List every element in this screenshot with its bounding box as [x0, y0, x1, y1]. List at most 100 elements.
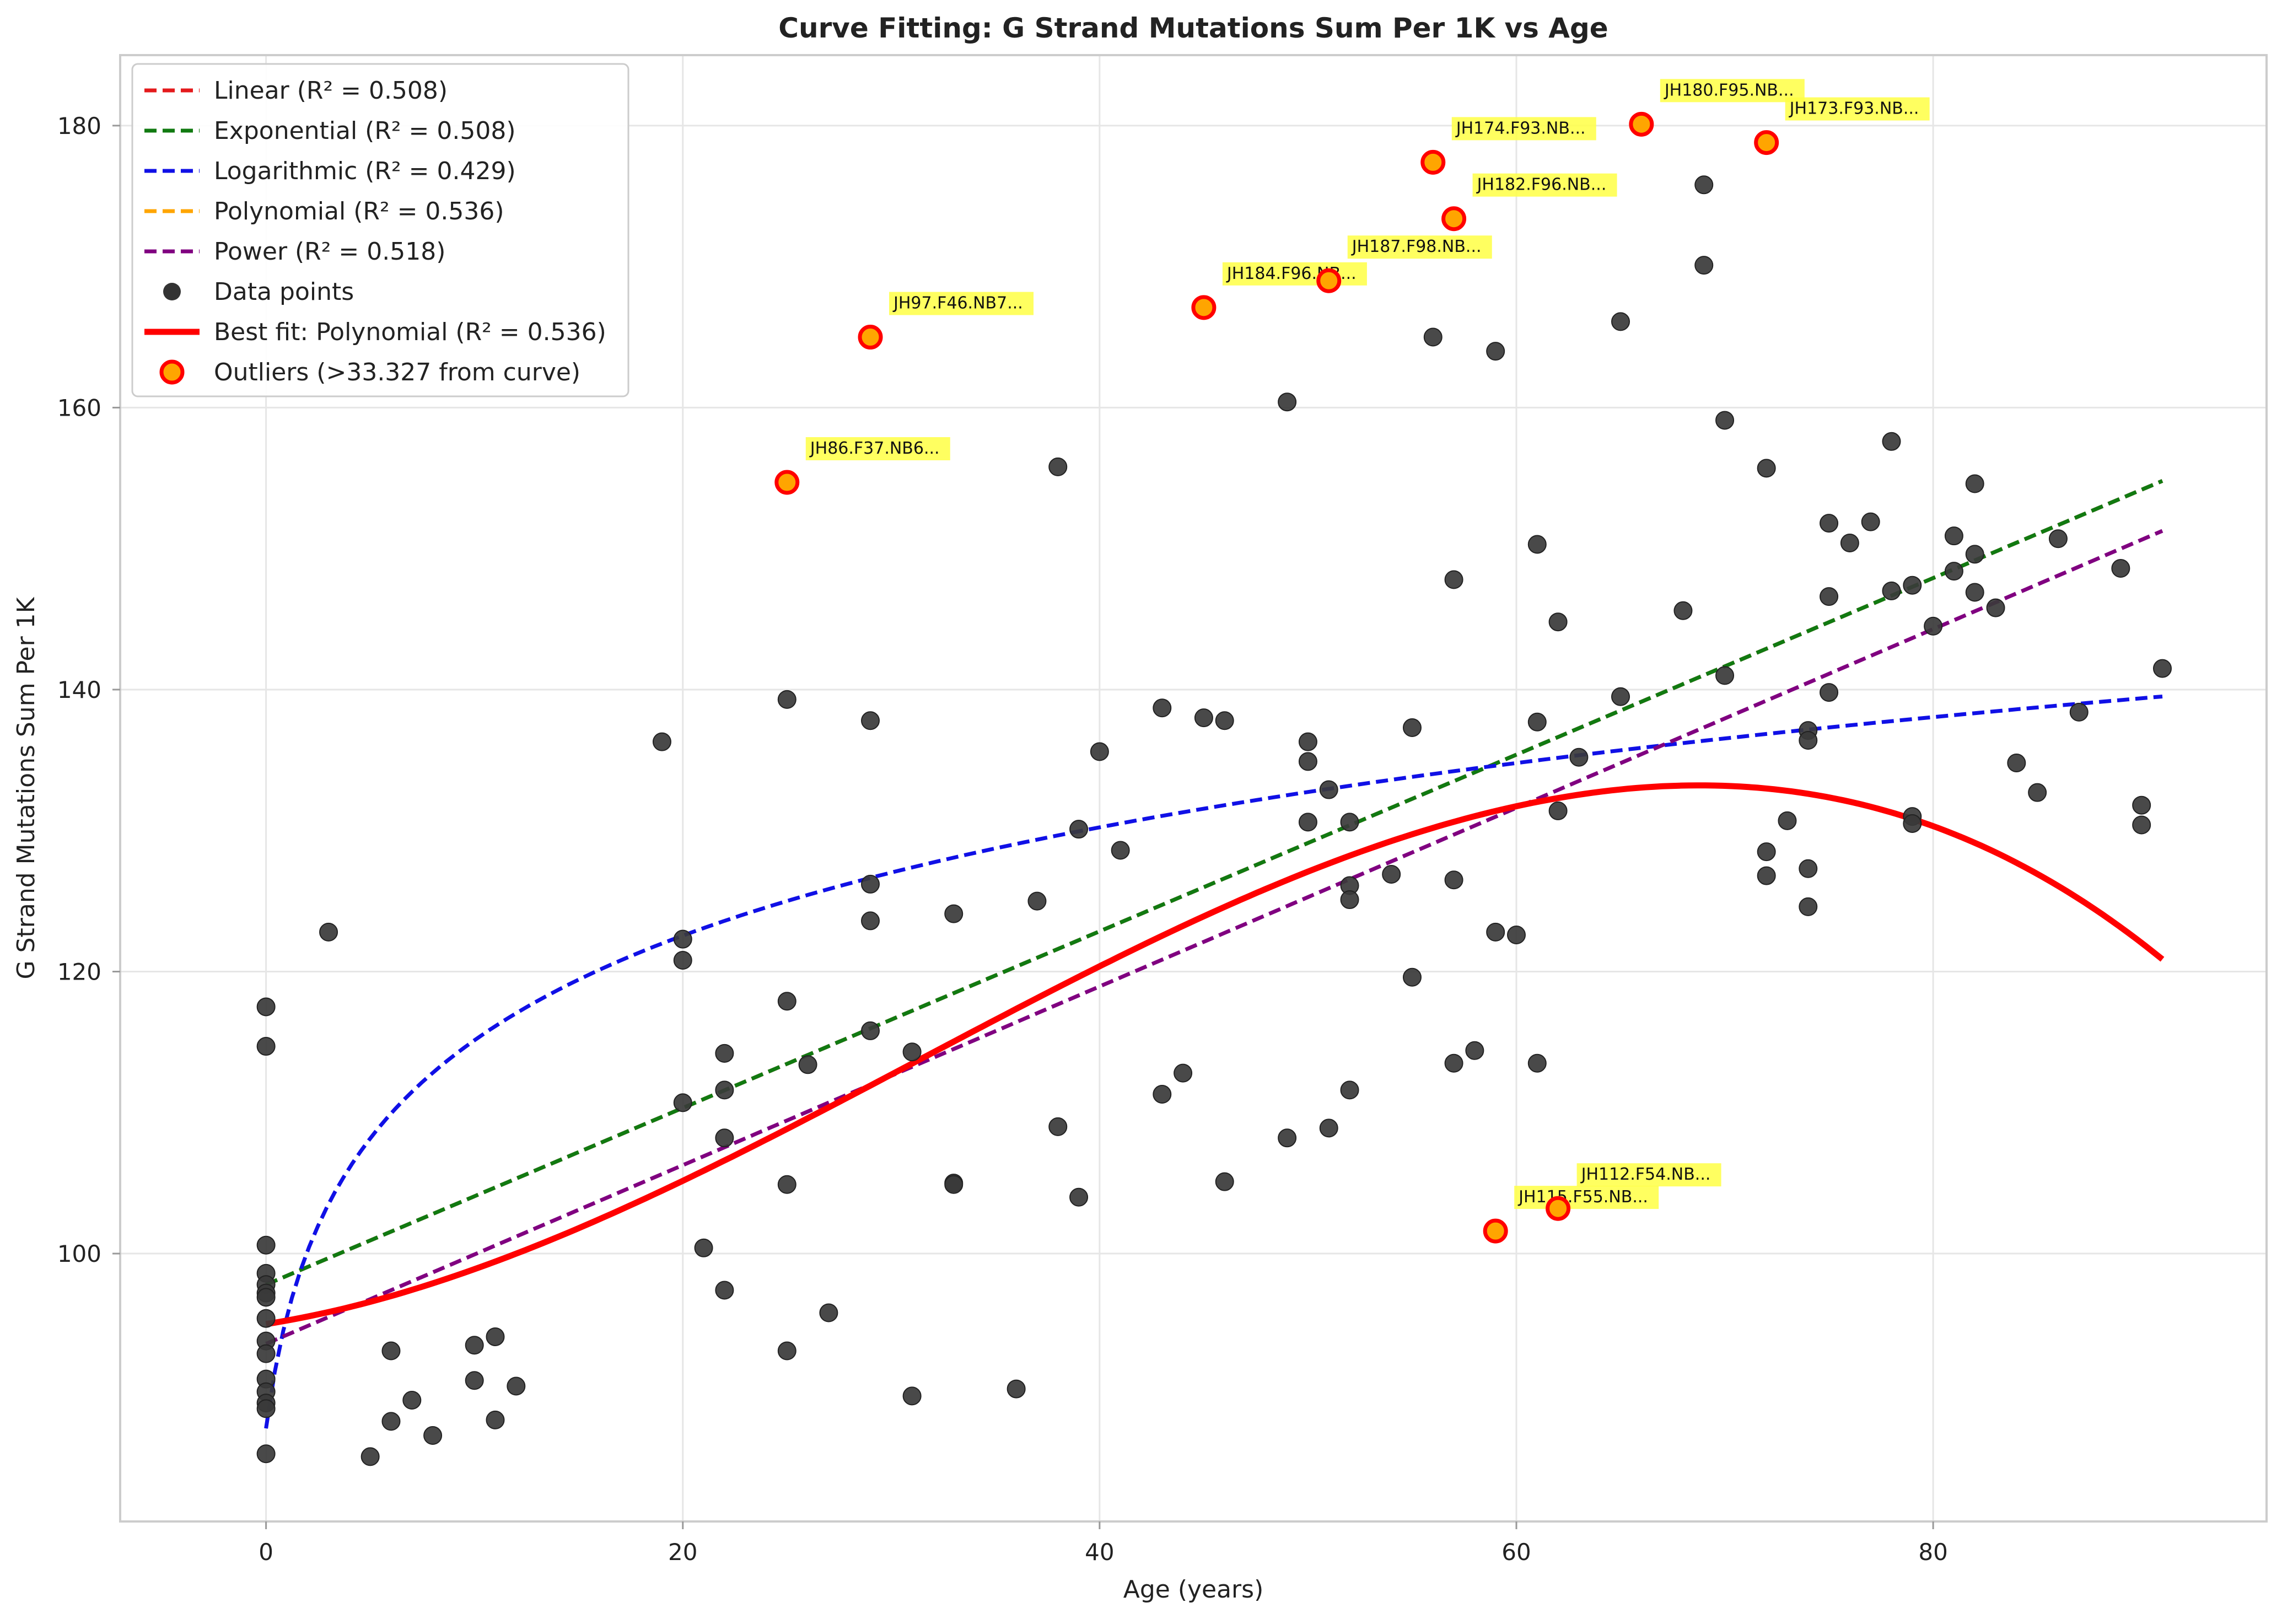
data-point	[777, 1341, 796, 1360]
data-point	[1486, 922, 1505, 942]
fit-curves-layer	[264, 479, 2165, 1429]
data-point	[256, 1309, 276, 1328]
data-point	[1840, 533, 1859, 552]
data-point	[1527, 535, 1547, 554]
ticks-layer: 0 20 40 60 80 100 120 140 160 180	[57, 112, 1948, 1566]
data-point	[2132, 795, 2151, 815]
legend-swatch	[163, 283, 181, 300]
data-point	[1423, 327, 1443, 347]
data-point	[1027, 891, 1047, 911]
data-point	[1611, 687, 1630, 706]
outlier-point	[1420, 149, 1446, 175]
data-point	[1319, 1118, 1338, 1138]
legend-entry-label: Exponential (R² = 0.508)	[214, 117, 516, 145]
data-point	[402, 1391, 422, 1410]
data-point	[798, 1055, 817, 1074]
data-point	[1174, 1063, 1193, 1083]
data-point	[1382, 865, 1401, 884]
data-point	[381, 1412, 401, 1431]
outlier-label: JH97.F46.NB7...	[892, 294, 1023, 313]
outlier-point	[1629, 111, 1654, 137]
y-tick-label: 100	[57, 1240, 101, 1267]
outlier-label: JH180.F95.NB...	[1664, 80, 1794, 100]
legend-box	[131, 63, 629, 397]
y-axis-label: G Strand Mutations Sum Per 1K	[12, 596, 40, 979]
data-point	[2152, 659, 2172, 678]
data-point	[256, 1344, 276, 1363]
data-point	[673, 951, 692, 970]
data-point	[1340, 1080, 1359, 1100]
outlier-label: JH115.F55.NB...	[1517, 1187, 1648, 1207]
data-point	[1340, 813, 1359, 832]
data-point	[256, 1037, 276, 1056]
data-point	[944, 1175, 964, 1194]
data-point	[1903, 814, 1922, 833]
data-point	[1319, 780, 1338, 799]
data-point	[777, 1175, 796, 1194]
legend-entry-label: Polynomial (R² = 0.536)	[214, 197, 504, 225]
data-point	[1611, 312, 1630, 331]
data-point	[1340, 890, 1359, 910]
data-point	[319, 922, 338, 942]
data-point	[1527, 1053, 1547, 1073]
outlier-label-box	[1222, 262, 1367, 286]
data-point	[486, 1410, 505, 1429]
data-point	[1090, 742, 1109, 761]
data-point	[2048, 529, 2068, 548]
outlier-label-box	[1347, 235, 1492, 259]
data-point	[902, 1042, 922, 1062]
data-points-layer	[256, 175, 2172, 1466]
data-point	[1757, 866, 1776, 885]
data-point	[1882, 432, 1901, 451]
data-point	[1715, 666, 1735, 685]
data-point	[507, 1376, 526, 1396]
data-point	[256, 1399, 276, 1418]
data-point	[652, 732, 671, 751]
data-point	[1820, 683, 1839, 702]
data-point	[1194, 708, 1213, 728]
data-point	[1861, 512, 1880, 531]
data-point	[465, 1371, 484, 1390]
data-point	[2007, 753, 2026, 772]
data-point	[2028, 783, 2047, 802]
data-point	[673, 929, 692, 949]
data-point	[902, 1386, 922, 1406]
data-point	[1944, 526, 1963, 546]
data-point	[1882, 581, 1901, 600]
data-point	[1965, 583, 1984, 602]
data-point	[1965, 474, 1984, 493]
plot-frame	[119, 54, 2268, 1523]
exponential-fit-curve	[265, 479, 2163, 1287]
outlier-point	[858, 325, 883, 350]
legend-entry-label: Best fit: Polynomial (R² = 0.536)	[214, 318, 606, 346]
legend-entry-label: Outliers (>33.327 from curve)	[214, 358, 580, 386]
data-point	[1444, 570, 1463, 589]
data-point	[2111, 559, 2130, 578]
data-point	[256, 997, 276, 1017]
data-point	[715, 1128, 734, 1148]
outlier-label: JH174.F93.NB...	[1455, 119, 1586, 138]
chart-title: Curve Fitting: G Strand Mutations Sum Pe…	[778, 12, 1608, 44]
data-point	[2132, 815, 2151, 835]
data-point	[1444, 1053, 1463, 1073]
data-point	[1215, 711, 1234, 730]
data-point	[944, 904, 964, 923]
data-point	[1778, 811, 1797, 830]
data-point	[1069, 1187, 1089, 1207]
data-point	[673, 1093, 692, 1112]
x-axis-label: Age (years)	[1123, 1575, 1264, 1604]
data-point	[465, 1336, 484, 1355]
data-point	[423, 1426, 443, 1445]
outlier-label-box	[1576, 1163, 1721, 1187]
data-point	[1153, 698, 1172, 718]
data-point	[1278, 392, 1297, 412]
data-point	[1506, 926, 1526, 944]
data-point	[256, 1288, 276, 1307]
outlier-point	[1483, 1218, 1508, 1244]
outlier-label: JH173.F93.NB...	[1789, 99, 1919, 119]
data-point	[819, 1303, 838, 1322]
outlier-point	[1441, 206, 1467, 232]
outlier-point	[1191, 295, 1217, 320]
